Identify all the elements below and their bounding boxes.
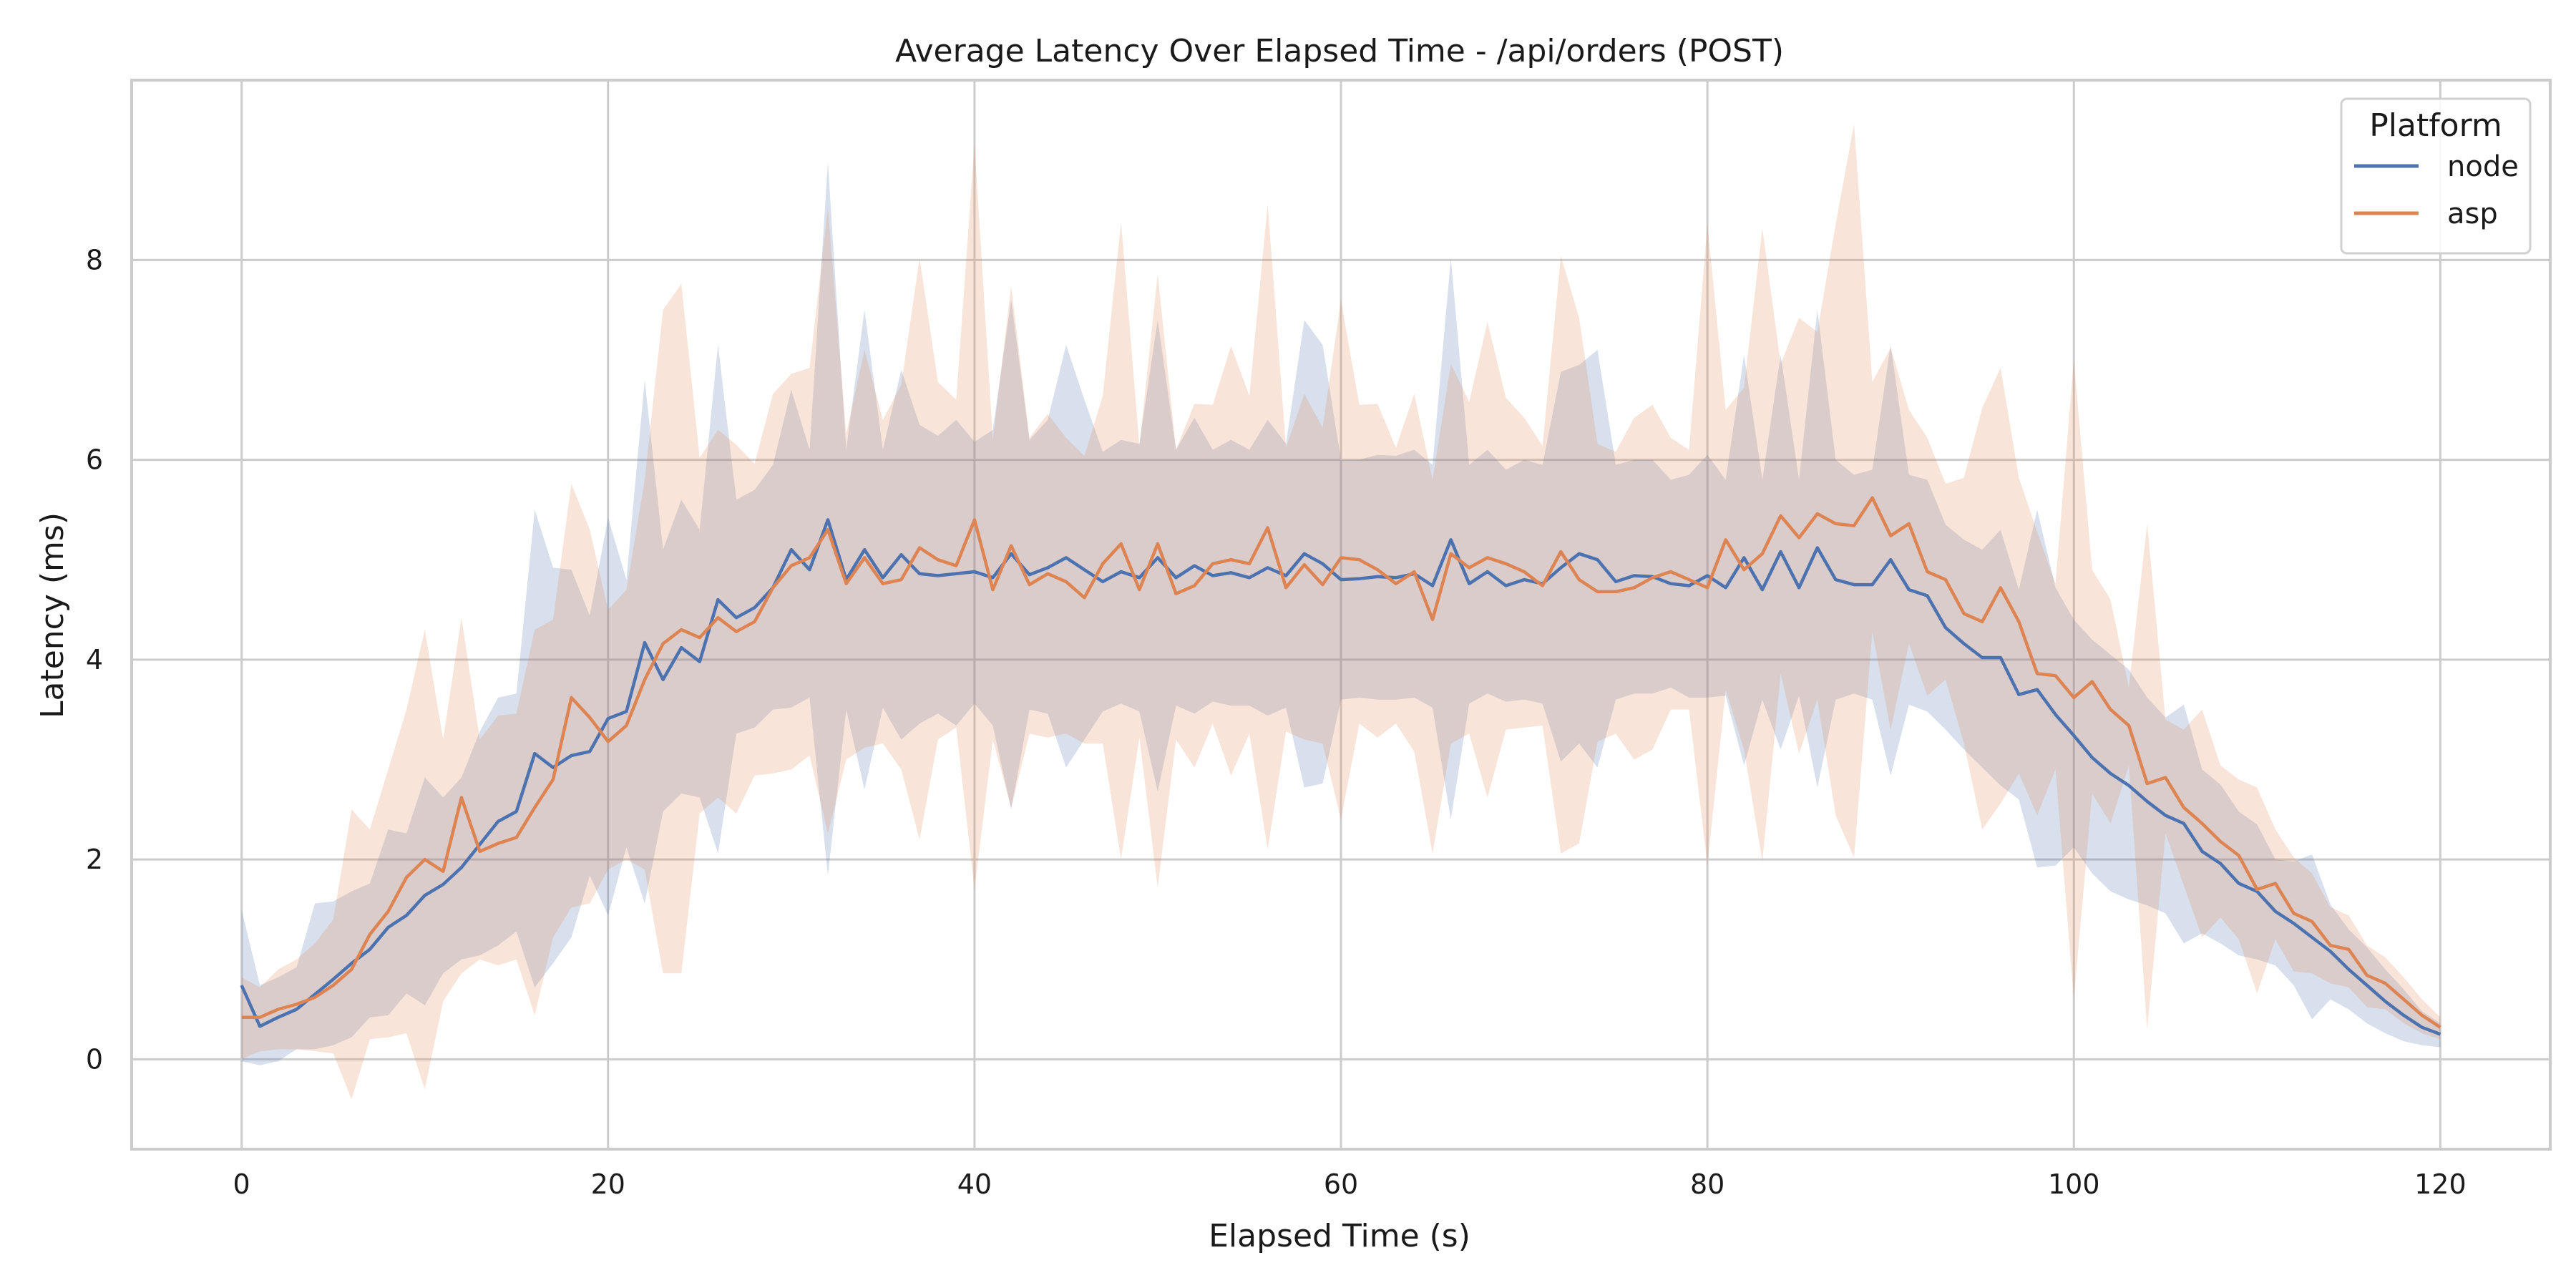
y-axis-label: Latency (ms) (34, 512, 71, 718)
legend: Platform node asp (2340, 97, 2532, 255)
x-tick-label: 100 (2048, 1169, 2100, 1200)
x-tick-label: 0 (233, 1169, 250, 1200)
confidence-bands (241, 124, 2441, 1100)
plot-frame (130, 79, 2552, 1151)
x-tick-label: 40 (957, 1169, 992, 1200)
node-legend-label: node (2447, 150, 2519, 183)
y-tick-label: 6 (86, 444, 103, 476)
legend-items: node asp (2354, 150, 2519, 230)
asp-legend-label: asp (2447, 197, 2498, 230)
x-axis-label: Elapsed Time (s) (1209, 1218, 1470, 1254)
x-tick-label: 20 (591, 1169, 625, 1200)
y-tick-label: 8 (86, 244, 103, 275)
x-tick-label: 60 (1324, 1169, 1358, 1200)
y-tick-label: 4 (86, 644, 103, 675)
chart-title: Average Latency Over Elapsed Time - /api… (895, 33, 1784, 69)
node-confidence-band (241, 162, 2441, 1065)
x-tick-label: 80 (1690, 1169, 1724, 1200)
tick-labels: 0 20 40 60 80 100 120 0 2 4 6 8 (86, 244, 2467, 1200)
x-tick-label: 120 (2414, 1169, 2467, 1200)
grid-lines (132, 80, 2550, 1149)
series-lines (240, 496, 2441, 1036)
y-tick-label: 0 (86, 1043, 103, 1075)
legend-title: Platform (2369, 107, 2502, 144)
asp-series-line (241, 496, 2441, 1029)
node-series-line (240, 518, 2441, 1036)
y-tick-label: 2 (86, 844, 103, 875)
asp-confidence-band (241, 124, 2441, 1100)
